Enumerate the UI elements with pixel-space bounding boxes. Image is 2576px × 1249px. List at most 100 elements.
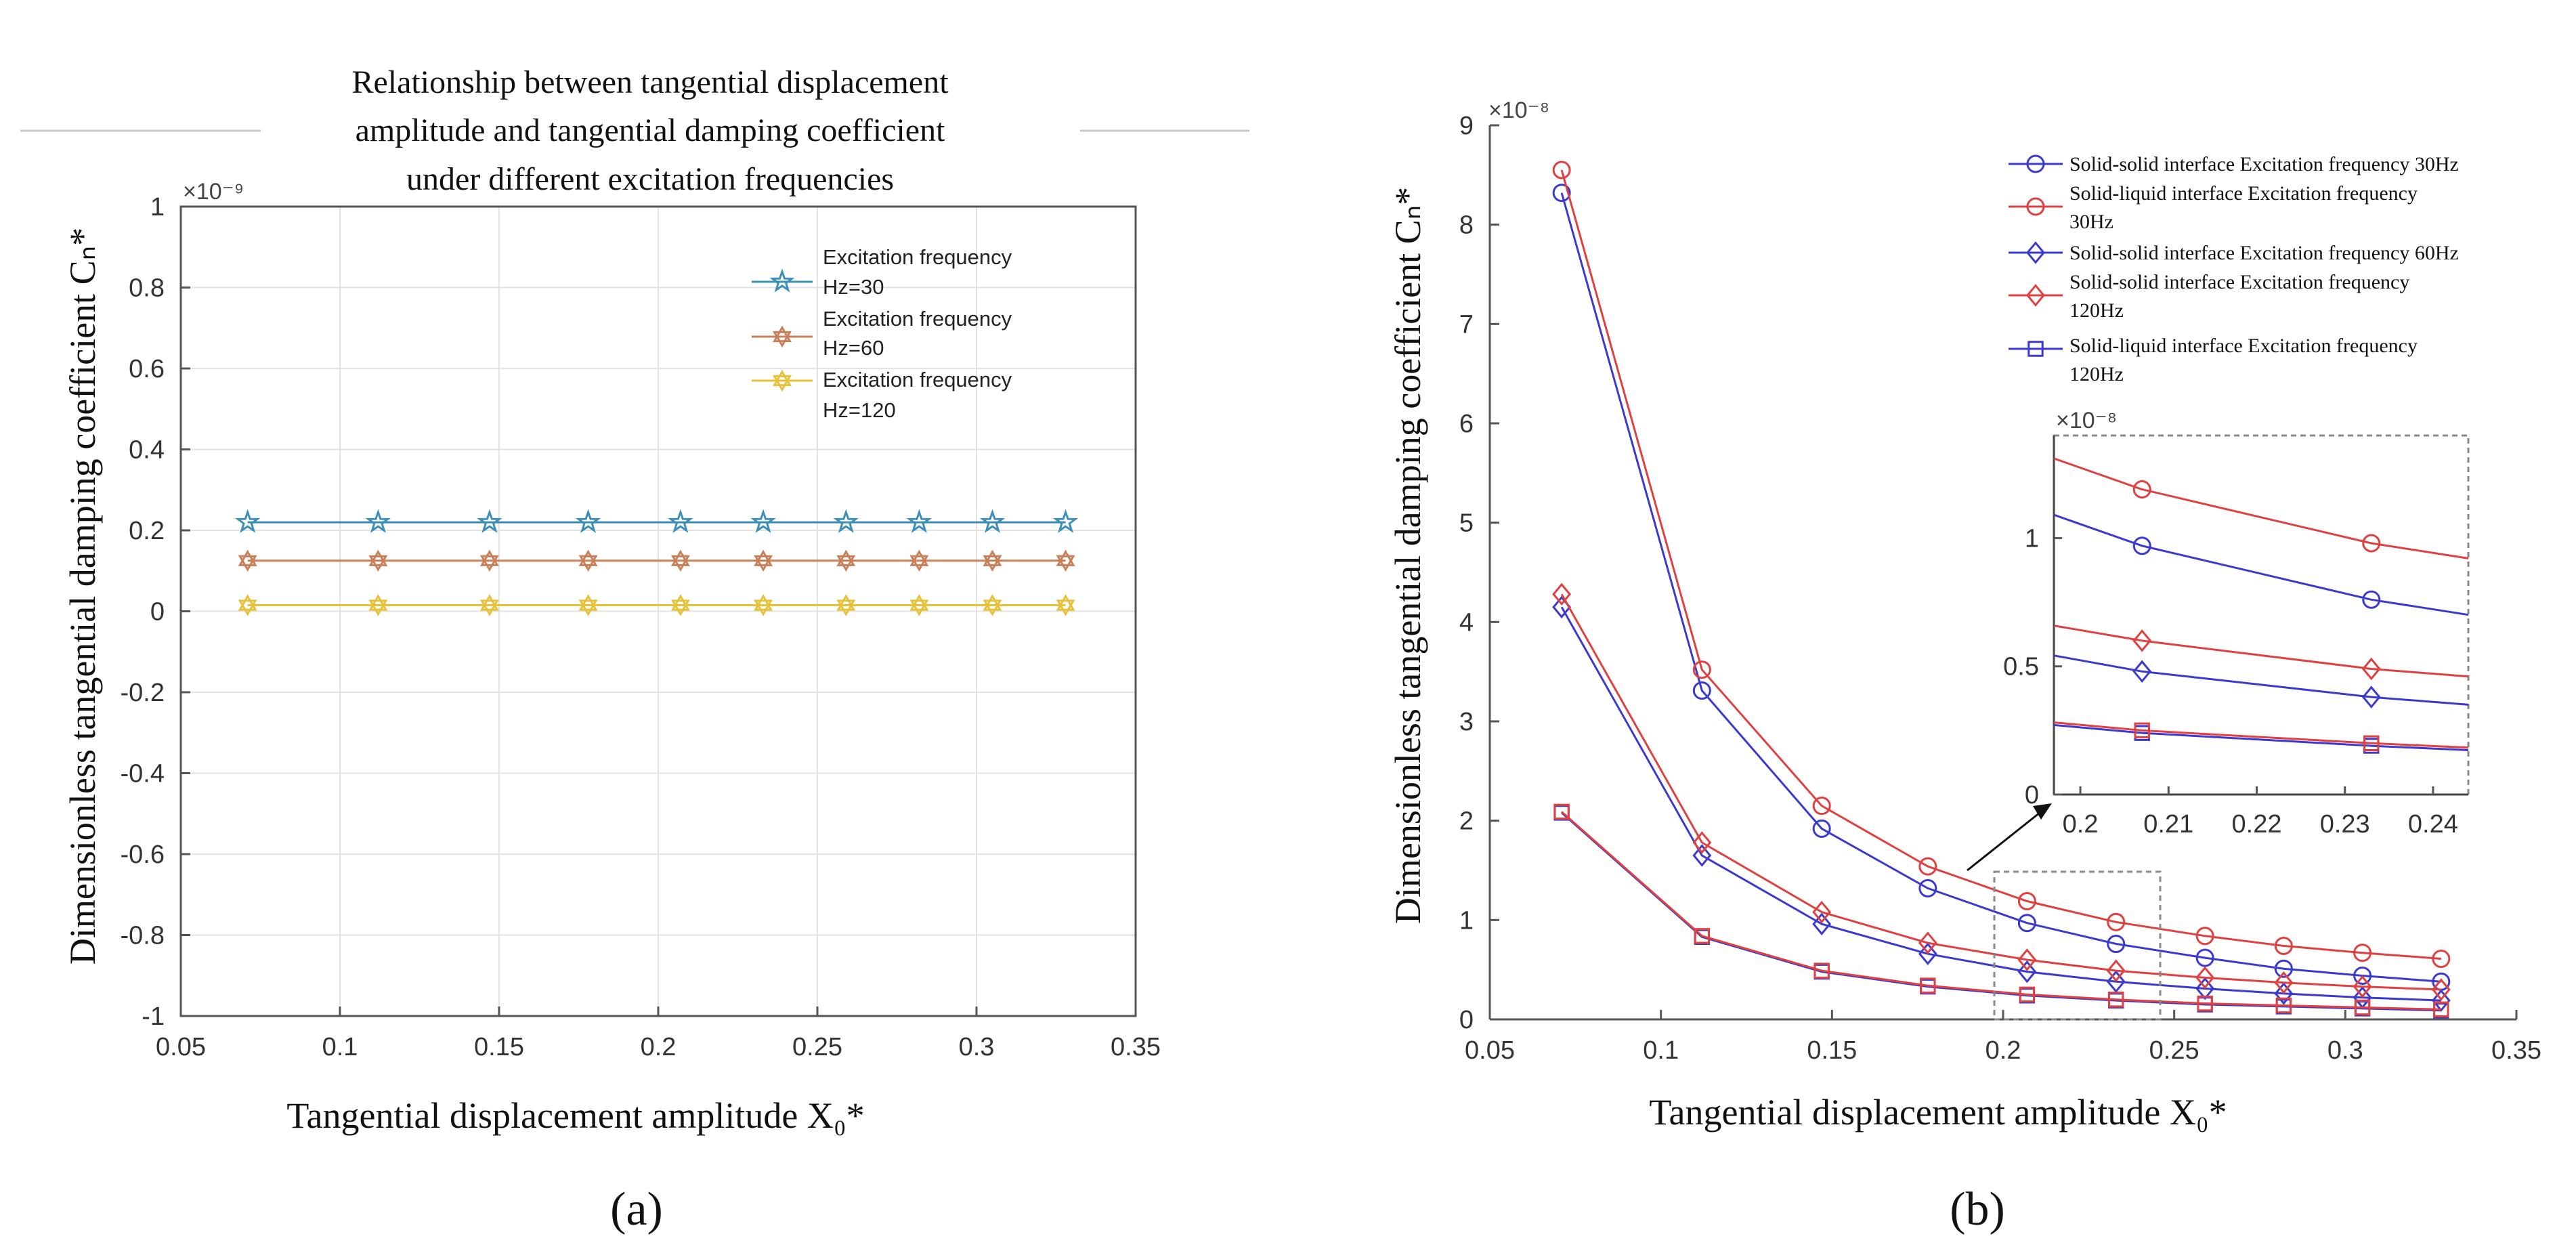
y-tick-label: -0.4 — [121, 760, 165, 788]
chart-a-title-line-1: Relationship between tangential displace… — [351, 64, 949, 100]
data-point — [1920, 977, 1936, 994]
chart-b-zoom-arrow — [1967, 811, 2040, 872]
y-tick-label: -0.6 — [121, 841, 165, 869]
y-tick-label: 0.6 — [129, 355, 165, 383]
data-point — [2432, 950, 2451, 969]
y-tick-label: 7 — [1459, 310, 1474, 339]
data-point — [1918, 931, 1937, 954]
chart-a-legend-label-2b: Hz=60 — [823, 336, 884, 360]
data-point — [368, 594, 388, 616]
y-tick-label: 0.5 — [2003, 653, 2039, 681]
data-point — [836, 594, 856, 616]
y-tick-label: -0.8 — [121, 922, 165, 950]
data-point — [909, 549, 929, 572]
chart-b-inset-series — [2053, 457, 2469, 754]
data-point — [1812, 900, 1832, 924]
inset-data-point — [2363, 735, 2380, 751]
data-point — [575, 509, 601, 533]
inset-data-point — [2361, 685, 2381, 708]
chart-a-legend-label-2a: Excitation frequency — [823, 307, 1012, 331]
chart-a-y-axis-label: Dimensionless tangential damping coeffic… — [62, 228, 103, 965]
data-point — [2019, 986, 2036, 1003]
inset-series-line-6 — [2053, 721, 2469, 749]
chart-a-series — [235, 509, 1079, 616]
data-point — [2195, 948, 2214, 967]
y-tick-label: 1 — [2025, 524, 2039, 553]
chart-b-legend-label-2b: 30Hz — [2069, 211, 2113, 233]
x-tick-label: 0.2 — [2063, 810, 2099, 839]
chart-b-legend-label-4a: Solid-solid interface Excitation frequen… — [2069, 271, 2409, 293]
data-point — [368, 549, 388, 572]
x-tick-label: 0.3 — [959, 1033, 995, 1061]
chart-b-y-axis-label: Dimensionless tangential damping coeffic… — [1388, 187, 1428, 924]
y-tick-label: 0.4 — [129, 436, 165, 465]
data-point — [670, 594, 690, 616]
x-tick-label: 0.3 — [2327, 1036, 2363, 1065]
x-tick-label: 0.35 — [1111, 1033, 1161, 1061]
data-point — [1692, 660, 1711, 679]
chart-b-inset-frame — [2053, 434, 2470, 796]
data-point — [477, 509, 502, 533]
data-point — [2197, 995, 2213, 1012]
data-point — [2433, 1001, 2449, 1018]
chart-b-legend-label-5a: Solid-liquid interface Excitation freque… — [2069, 335, 2418, 357]
data-point — [2274, 959, 2293, 978]
chart-b-y-ticks: 0 1 2 3 4 5 6 7 8 9 — [1459, 112, 1499, 1034]
data-point — [1056, 594, 1075, 616]
series-line-1 — [1560, 192, 2441, 983]
inset-data-point — [2132, 660, 2152, 683]
data-point — [2017, 914, 2036, 933]
chart-b-inset-x-ticks: 0.2 0.21 0.22 0.23 0.24 — [2063, 786, 2458, 839]
series-line-6 — [1561, 811, 2441, 1011]
y-tick-label: -0.2 — [121, 679, 165, 707]
y-tick-label: 0.2 — [129, 517, 165, 545]
y-tick-label: 5 — [1459, 509, 1474, 538]
chart-b-legend: Solid-solid interface Excitation frequen… — [2009, 153, 2459, 385]
x-tick-label: 0.2 — [1985, 1036, 2021, 1065]
x-tick-label: 0.15 — [474, 1033, 524, 1061]
chart-a-title-line-2: amplitude and tangential damping coeffic… — [356, 112, 945, 148]
chart-b-legend-label-5b: 120Hz — [2069, 363, 2124, 385]
data-point — [836, 549, 856, 572]
series-line-4 — [1560, 593, 2441, 991]
chart-b-legend-marker-4 — [2026, 284, 2045, 307]
data-point — [578, 549, 598, 572]
data-point — [2195, 966, 2215, 990]
chart-a-legend-label-3a: Excitation frequency — [823, 368, 1012, 391]
chart-a-y-ticks: -1 -0.8 -0.6 -0.4 -0.2 0 0.2 0.4 0.6 0.8 1 — [121, 193, 190, 1031]
data-point — [1812, 797, 1831, 816]
data-point — [1552, 161, 1571, 179]
data-point — [2107, 912, 2126, 931]
data-point — [1692, 844, 1712, 867]
series-line-2 — [1560, 169, 2441, 960]
chart-a-x-axis-label: Tangential displacement amplitude X₀* — [286, 1095, 864, 1136]
data-point — [1812, 819, 1831, 838]
y-tick-label: 1 — [150, 193, 165, 221]
data-point — [238, 549, 257, 572]
chart-a-legend: Excitation frequency Hz=30 Excitation fr… — [752, 245, 1012, 422]
data-point — [754, 594, 773, 616]
y-tick-label: 0.8 — [129, 274, 165, 303]
data-point — [235, 509, 261, 533]
y-tick-label: 1 — [1459, 906, 1474, 935]
y-tick-label: 0 — [150, 598, 165, 627]
x-tick-label: 0.22 — [2232, 810, 2282, 839]
data-point — [1812, 912, 1832, 935]
inset-data-point — [2132, 480, 2151, 499]
data-point — [2431, 989, 2451, 1012]
chart-a-grid — [180, 206, 1136, 1017]
chart-b-x-ticks: 0.05 0.1 0.15 0.2 0.25 0.3 0.35 — [1465, 1010, 2541, 1065]
data-point — [2106, 959, 2126, 982]
chart-b-legend-label-1a: Solid-solid interface Excitation frequen… — [2069, 153, 2459, 175]
chart-a-legend-label-3b: Hz=120 — [823, 398, 896, 422]
y-tick-label: 0 — [2025, 781, 2039, 809]
data-point — [238, 594, 257, 616]
data-point — [2274, 936, 2293, 955]
x-tick-label: 0.23 — [2320, 810, 2370, 839]
chart-b-zoom-arrowhead — [2033, 803, 2052, 820]
data-point — [754, 549, 773, 572]
inset-data-point — [2361, 657, 2381, 681]
data-point — [1552, 583, 1572, 606]
chart-b-inset-y-ticks: 00.51 — [2003, 524, 2062, 809]
y-tick-label: 9 — [1459, 112, 1474, 140]
